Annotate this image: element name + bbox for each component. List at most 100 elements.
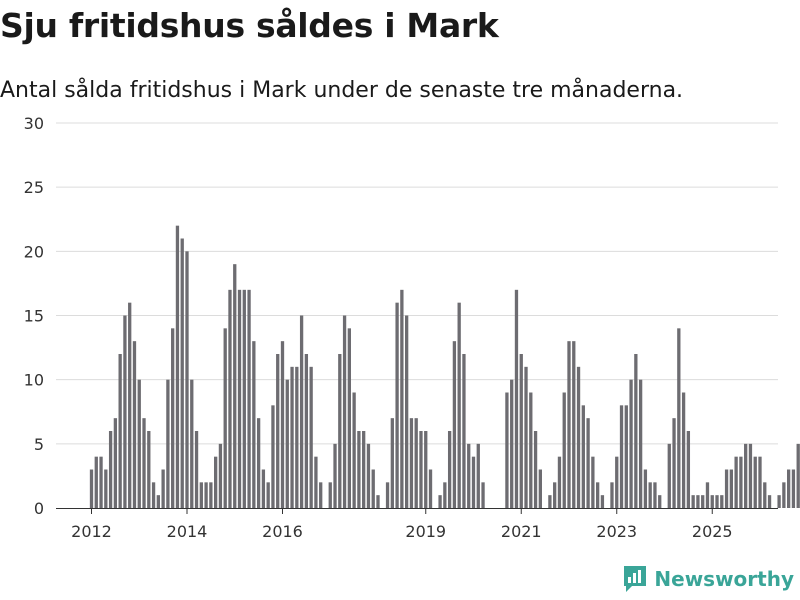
bar	[285, 379, 289, 508]
bar	[204, 482, 208, 508]
bar	[648, 482, 652, 508]
bar	[753, 456, 757, 508]
bar	[681, 392, 686, 508]
bar	[185, 251, 189, 509]
bar	[171, 328, 175, 508]
bar	[147, 431, 151, 508]
bar	[634, 354, 638, 508]
bar	[452, 341, 457, 508]
x-tick-label: 2019	[405, 522, 446, 541]
bar	[447, 431, 452, 508]
bar	[457, 302, 461, 508]
bar	[796, 443, 800, 508]
bar	[362, 431, 366, 508]
bar	[166, 379, 170, 508]
bar	[729, 469, 733, 508]
x-tick-label: 2012	[71, 522, 112, 541]
newsworthy-logo-icon	[624, 566, 647, 592]
newsworthy-logo: Newsworthy	[622, 564, 794, 594]
bar	[390, 418, 394, 508]
x-tick-label: 2021	[501, 522, 542, 541]
bar	[510, 379, 514, 508]
brand-name: Newsworthy	[654, 567, 794, 591]
bar	[223, 328, 227, 508]
y-tick-label: 5	[34, 435, 44, 454]
y-tick-label: 20	[24, 242, 44, 261]
x-tick-label: 2023	[596, 522, 637, 541]
bar	[299, 315, 304, 508]
bar	[295, 366, 299, 508]
bar	[385, 482, 390, 508]
bar	[409, 418, 414, 508]
bar	[686, 431, 691, 508]
bar	[572, 341, 576, 508]
bar	[624, 405, 628, 508]
bar	[677, 328, 681, 508]
bar	[137, 379, 141, 508]
bar	[443, 482, 447, 508]
bar	[476, 443, 480, 508]
bar	[357, 431, 361, 508]
x-tick-label: 2014	[167, 522, 208, 541]
bar	[438, 495, 442, 508]
bar	[481, 482, 485, 508]
bar	[151, 482, 156, 508]
bar	[596, 482, 600, 508]
bar	[347, 328, 351, 508]
bar	[314, 456, 318, 508]
bar	[271, 405, 275, 508]
bar	[400, 289, 404, 508]
bar	[538, 469, 542, 508]
bar	[428, 469, 433, 508]
bar	[562, 392, 566, 508]
bar	[748, 443, 753, 508]
bar	[342, 315, 347, 508]
bar	[237, 289, 242, 508]
bar	[99, 456, 103, 508]
bar	[524, 366, 528, 508]
bar	[567, 341, 571, 508]
bar	[734, 456, 738, 508]
bar	[328, 482, 332, 508]
bar	[586, 418, 590, 508]
bar	[638, 379, 643, 508]
bars	[89, 225, 800, 509]
bar	[333, 443, 337, 508]
bar	[591, 456, 595, 508]
chart-title: Sju fritidshus såldes i Mark	[0, 6, 499, 45]
bar	[419, 431, 423, 508]
bar	[767, 495, 772, 508]
gridlines	[56, 122, 778, 445]
bar	[758, 456, 762, 508]
y-tick-label: 30	[24, 114, 44, 133]
bar	[247, 289, 251, 508]
bar	[667, 443, 671, 508]
bar	[672, 418, 676, 508]
bar	[548, 495, 552, 508]
x-tick-label: 2025	[692, 522, 733, 541]
bar	[266, 482, 270, 508]
bar	[194, 431, 199, 508]
bar	[705, 482, 710, 508]
bar	[724, 469, 729, 508]
bar	[108, 431, 113, 508]
bar	[744, 443, 748, 508]
bar	[467, 443, 471, 508]
bar	[581, 405, 585, 508]
x-tick-label: 2016	[262, 522, 303, 541]
bar	[209, 482, 213, 508]
bar	[118, 354, 122, 508]
bar	[395, 302, 399, 508]
bar	[739, 456, 743, 508]
bar	[777, 495, 781, 508]
bar	[763, 482, 767, 508]
bar	[787, 469, 791, 508]
bar	[366, 443, 371, 508]
bar	[720, 495, 724, 508]
bar	[214, 456, 218, 508]
bar	[199, 482, 203, 508]
bar	[424, 431, 428, 508]
bar	[405, 315, 409, 508]
bar	[782, 482, 786, 508]
